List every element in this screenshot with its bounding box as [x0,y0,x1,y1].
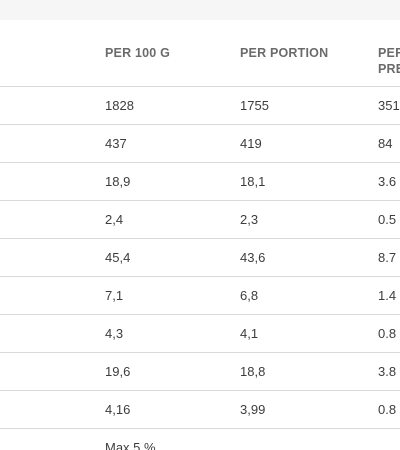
cell-per-preparation: 0.8 [378,326,397,341]
table-row: 1828 1755 351 [0,87,400,125]
cell-per-100g: 19,6 [105,364,131,379]
table-row: 7,1 6,8 1.4 [0,277,400,315]
table-row: 437 419 84 [0,125,400,163]
header-per-preparation: PER PRE [378,46,400,76]
cell-per-preparation: 1.4 [378,288,397,303]
header-per-portion: PER PORTION [240,46,329,60]
cell-per-portion: 3,99 [240,402,266,417]
cell-per-100g: 45,4 [105,250,131,265]
table-row: 18,9 18,1 3.6 [0,163,400,201]
cell-per-100g: 437 [105,136,127,151]
cell-per-100g: 7,1 [105,288,124,303]
cell-per-portion: 18,8 [240,364,266,379]
cell-per-preparation: 0.5 [378,212,397,227]
nutrition-table: PER 100 G PER PORTION PER PRE 1828 1755 … [0,20,400,450]
cell-per-100g: 1828 [105,98,134,113]
cell-per-100g: 4,16 [105,402,131,417]
table-row: 19,6 18,8 3.8 [0,353,400,391]
table-row: 45,4 43,6 8.7 [0,239,400,277]
table-row: 4,16 3,99 0.8 [0,391,400,429]
cell-per-100g: Max 5 % [105,440,156,450]
cell-per-100g: 4,3 [105,326,124,341]
table-row: 4,3 4,1 0.8 [0,315,400,353]
cell-per-portion: 4,1 [240,326,259,341]
cell-per-portion: 419 [240,136,262,151]
cell-per-portion: 6,8 [240,288,259,303]
table-header: PER 100 G PER PORTION PER PRE [0,20,400,87]
cell-per-preparation: 351 [378,98,400,113]
cell-per-preparation: 0.8 [378,402,397,417]
cell-per-preparation: 3.6 [378,174,397,189]
cell-per-portion: 2,3 [240,212,259,227]
cell-per-preparation: 84 [378,136,393,151]
cell-per-portion: 43,6 [240,250,266,265]
table-row: 2,4 2,3 0.5 [0,201,400,239]
table-row: Max 5 % [0,429,400,450]
cell-per-preparation: 8.7 [378,250,397,265]
top-bar [0,0,400,20]
cell-per-portion: 1755 [240,98,269,113]
header-per-100g: PER 100 G [105,46,171,60]
cell-per-100g: 18,9 [105,174,131,189]
cell-per-preparation: 3.8 [378,364,397,379]
cell-per-portion: 18,1 [240,174,266,189]
cell-per-100g: 2,4 [105,212,124,227]
